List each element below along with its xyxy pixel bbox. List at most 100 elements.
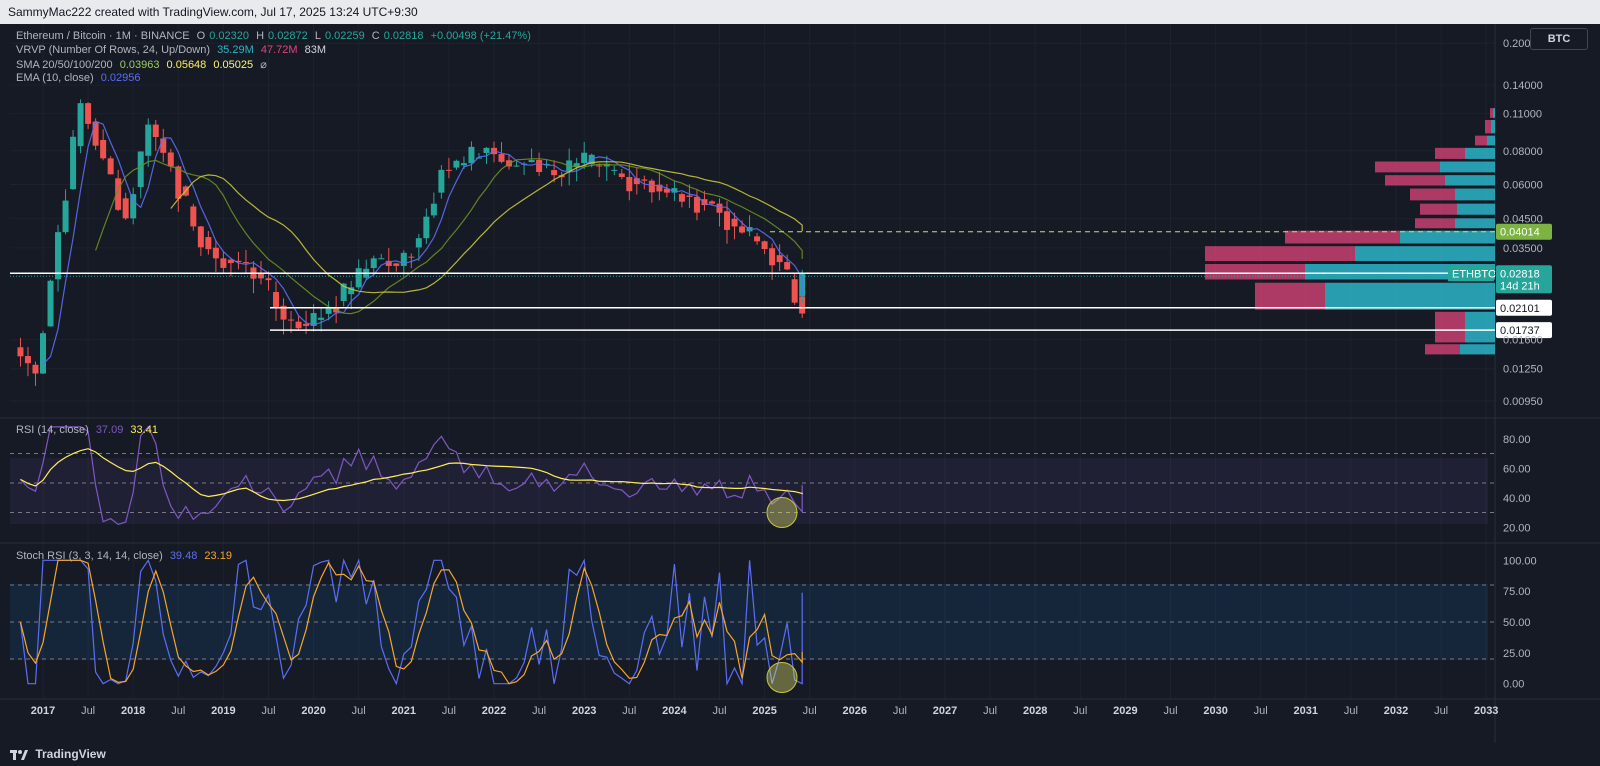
legend-rsi-row[interactable]: RSI (14, close) 37.09 33.41 xyxy=(16,424,162,436)
rsi-highlight-circle xyxy=(766,497,798,528)
time-tick-label: 2032 xyxy=(1384,705,1408,717)
stoch-highlight-circle xyxy=(766,662,798,693)
legend-symbol-row[interactable]: Ethereum / Bitcoin · 1M · BINANCE O 0.023… xyxy=(16,30,535,42)
candle-body xyxy=(453,160,460,168)
time-tick-label: Jul xyxy=(803,705,817,717)
candle-body xyxy=(701,199,708,206)
rsi-ma-line xyxy=(20,448,803,502)
rsi-line xyxy=(19,425,803,525)
volume-profile-bar-down xyxy=(1255,282,1325,310)
time-tick-label: 2017 xyxy=(31,705,55,717)
candle-body xyxy=(438,169,445,193)
candle-body xyxy=(708,201,715,204)
time-tick-label: 2027 xyxy=(933,705,957,717)
time-tick-label: 2019 xyxy=(211,705,235,717)
candle-body xyxy=(468,146,475,164)
time-tick-label: 2021 xyxy=(392,705,416,717)
candle-body xyxy=(235,260,242,263)
candle-body xyxy=(47,280,54,327)
candle-body xyxy=(475,157,482,159)
label-support-1: 0.02101 xyxy=(1500,303,1540,315)
legend-sma-100: 0.05025 xyxy=(213,59,254,71)
candle-body xyxy=(731,218,738,227)
candle-body xyxy=(122,198,129,219)
label-dashed-level-bg xyxy=(1496,223,1552,240)
time-tick-label: 2030 xyxy=(1203,705,1227,717)
time-tick-label: 2025 xyxy=(752,705,776,717)
time-tick-label: Jul xyxy=(622,705,636,717)
candle-body xyxy=(415,238,422,248)
time-tick-label: 2022 xyxy=(482,705,506,717)
candle-body xyxy=(197,226,204,248)
volume-profile-bar-up xyxy=(1445,175,1495,186)
rsi-plot xyxy=(10,425,1495,528)
candle-body xyxy=(145,124,152,156)
stoch-tick-label: 75.00 xyxy=(1503,586,1531,598)
label-support-2: 0.01737 xyxy=(1500,325,1540,337)
candle-body xyxy=(107,158,114,175)
legend-sma-row[interactable]: SMA 20/50/100/200 0.03963 0.05648 0.0502… xyxy=(16,58,271,71)
price-candles xyxy=(17,99,806,386)
legend-ema-label: EMA (10, close) xyxy=(16,72,94,84)
legend-high: 0.02872 xyxy=(268,30,308,42)
candle-body xyxy=(716,203,723,213)
candle-body xyxy=(483,147,490,153)
legend-stoch-row[interactable]: Stoch RSI (3, 3, 14, 14, close) 39.48 23… xyxy=(16,550,236,562)
currency-button[interactable]: BTC xyxy=(1530,28,1588,50)
candle-body xyxy=(784,262,791,270)
volume-profile-bar-down xyxy=(1205,246,1355,262)
legend-stoch-label: Stoch RSI (3, 3, 14, 14, close) xyxy=(16,550,163,562)
candle-body xyxy=(355,268,362,288)
moving-averages xyxy=(42,120,803,365)
volume-profile-bar-down xyxy=(1435,147,1465,159)
candle-body xyxy=(581,152,588,164)
rsi-tick-label: 60.00 xyxy=(1503,463,1531,475)
time-tick-label: Jul xyxy=(1073,705,1087,717)
legend-sma-200: ⌀ xyxy=(260,59,267,71)
volume-profile-bar-up xyxy=(1457,203,1495,215)
legend-open: 0.02320 xyxy=(209,30,249,42)
time-tick-label: Jul xyxy=(712,705,726,717)
legend-l-label: L xyxy=(314,30,321,42)
candle-body xyxy=(130,194,137,219)
candle-body xyxy=(325,307,332,314)
candle-body xyxy=(17,347,24,357)
volume-profile-bar-down xyxy=(1410,188,1455,201)
legend-ema-row[interactable]: EMA (10, close) 0.02956 xyxy=(16,72,144,84)
candle-body xyxy=(648,180,655,193)
candle-body xyxy=(378,258,385,260)
time-tick-label: 2033 xyxy=(1474,705,1498,717)
candle-body xyxy=(618,173,625,177)
volume-profile-bar-down xyxy=(1385,175,1445,186)
candle-body xyxy=(693,196,700,213)
candle-body xyxy=(24,356,31,364)
volume-profile-bar-up xyxy=(1465,311,1495,343)
candle-body xyxy=(92,121,99,146)
sma-50-line xyxy=(170,161,803,294)
volume-profile-bar-down xyxy=(1425,344,1460,355)
candle-body xyxy=(611,169,618,171)
candle-body xyxy=(385,260,392,266)
gridlines xyxy=(10,24,1495,699)
candle-body xyxy=(205,237,212,250)
volume-profile-bar-up xyxy=(1491,119,1495,134)
volume-profile-bar-up xyxy=(1455,188,1495,201)
legend-vrvp-row[interactable]: VRVP (Number Of Rows, 24, Up/Down) 35.29… xyxy=(16,44,330,56)
legend-c-label: C xyxy=(371,30,380,42)
candle-body xyxy=(573,163,580,168)
legend-rsi-ma: 33.41 xyxy=(130,424,158,436)
volume-profile-bar-down xyxy=(1285,230,1400,244)
time-tick-label: Jul xyxy=(442,705,456,717)
legend-symbol: Ethereum / Bitcoin · 1M · BINANCE xyxy=(16,30,190,42)
volume-profile-bar-down xyxy=(1490,108,1493,118)
legend-sma-label: SMA 20/50/100/200 xyxy=(16,59,113,71)
price-tick-label: 0.03500 xyxy=(1503,243,1543,255)
time-tick-label: Jul xyxy=(81,705,95,717)
volume-profile-bar-down xyxy=(1420,203,1457,215)
candle-body xyxy=(799,296,806,314)
candle-body xyxy=(551,170,558,176)
stoch-tick-label: 0.00 xyxy=(1503,679,1524,691)
volume-profile-bar-up xyxy=(1400,230,1495,244)
